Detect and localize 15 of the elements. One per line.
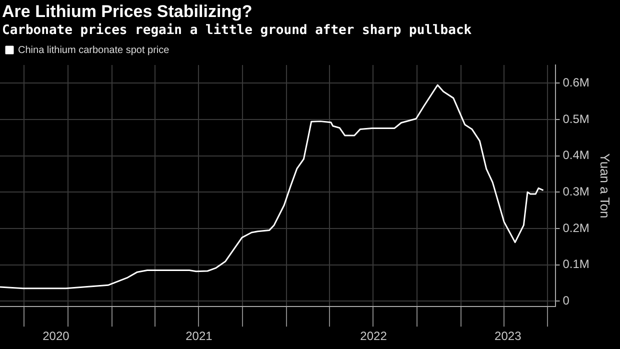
y-tick-label: 0 [562,293,570,308]
y-tick-label: 0.5M [562,112,590,126]
y-tick-label: 0.4M [562,148,590,162]
y-tick-label: 0.3M [562,184,590,198]
chart-title: Are Lithium Prices Stabilizing? [2,2,254,22]
y-tick-label: 0.1M [562,257,590,272]
x-tick-label: 2020 [42,329,70,344]
legend-label: China lithium carbonate spot price [18,44,170,56]
y-tick-label: 0.6M [562,75,590,90]
y-tick-label: 0.2M [562,220,590,235]
x-tick-label: 2021 [186,329,213,344]
x-tick-label: 2023 [494,329,522,344]
x-tick-label: 2022 [360,329,388,344]
chart-subtitle: Carbonate prices regain a little ground after sharp pullback [2,22,473,39]
y-axis-title: Yuan a Ton [598,153,613,218]
